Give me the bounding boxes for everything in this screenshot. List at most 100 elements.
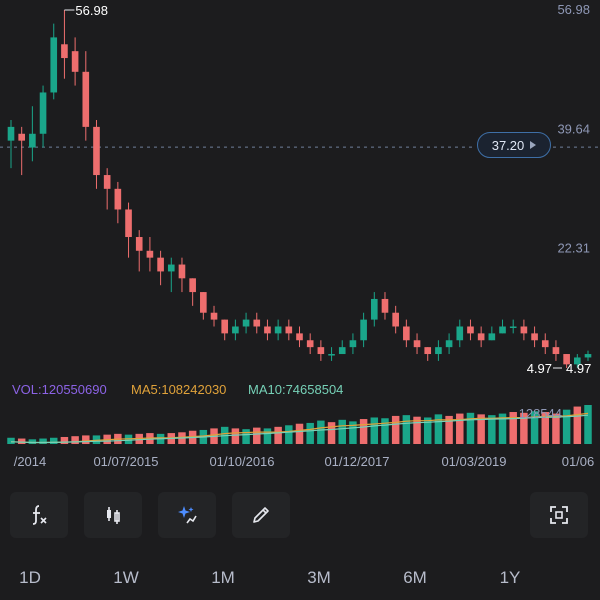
tab-1d[interactable]: 1D <box>19 568 41 587</box>
candle-body <box>167 264 175 272</box>
volume-bar <box>402 415 411 444</box>
tab-1w[interactable]: 1W <box>113 568 139 587</box>
candle-body <box>7 126 15 141</box>
vol-legend-ma5: MA5:108242030 <box>131 382 226 397</box>
volume-bar <box>477 414 485 444</box>
price-axis-label: 56.98 <box>557 2 590 17</box>
volume-bar <box>242 429 250 444</box>
volume-bar <box>28 439 37 444</box>
candle-body <box>221 319 229 334</box>
candle-body <box>520 326 528 334</box>
candle-body <box>125 209 132 238</box>
candle-body <box>61 44 68 59</box>
candle-body <box>178 264 186 279</box>
volume-bar <box>423 417 432 444</box>
volume-bar <box>391 415 400 444</box>
volume-bar <box>488 415 496 444</box>
candle-body <box>531 333 538 341</box>
volume-bar <box>573 406 582 444</box>
candle-body <box>424 347 432 355</box>
volume-axis-label: 128544 <box>519 406 562 421</box>
candle-body <box>232 326 239 334</box>
volume-bar <box>317 420 325 444</box>
candle-body <box>552 347 560 355</box>
candle-body <box>435 347 442 355</box>
candle-body <box>328 354 335 356</box>
volume-bar <box>71 436 79 444</box>
volume-bar <box>381 418 389 444</box>
candle-body <box>50 37 58 93</box>
candle-body <box>157 257 164 272</box>
candle-body <box>93 126 100 176</box>
candle-body <box>563 354 570 365</box>
candle-body <box>114 188 122 210</box>
ma10-line <box>10 414 589 444</box>
candle-body <box>274 326 282 334</box>
candle-body <box>381 298 389 313</box>
volume-bar <box>498 413 507 444</box>
stock-chart[interactable]: 56.98 39.64 22.31 56.98 4.97 4.97 VOL:12055069… <box>0 0 600 480</box>
candle-body <box>285 326 293 334</box>
candle-style-button[interactable] <box>84 492 142 538</box>
low-marker-label: 4.97 <box>527 361 552 376</box>
candle-body <box>317 347 325 355</box>
candle-body <box>360 319 367 341</box>
candle-body <box>306 340 314 348</box>
draw-icon <box>253 507 269 523</box>
candle-body <box>189 278 196 293</box>
candle-body <box>488 333 496 341</box>
volume-bar <box>562 409 571 444</box>
candle-body <box>103 175 111 189</box>
volume-bar <box>263 428 272 444</box>
price-axis-label: 22.31 <box>557 241 590 256</box>
candle-body <box>403 326 410 341</box>
volume-bar <box>253 427 261 444</box>
date-axis-label: 01/03/2019 <box>441 454 506 469</box>
tab-1y[interactable]: 1Y <box>499 568 521 587</box>
candle-body <box>392 312 399 327</box>
volume-bar <box>541 412 549 444</box>
volume-bar <box>509 412 517 444</box>
ai-assist-button[interactable] <box>158 492 216 538</box>
volume-bar <box>92 435 101 444</box>
volume-bar <box>413 416 421 444</box>
date-axis-label: 01/12/2017 <box>324 454 389 469</box>
current-price-value: 37.20 <box>491 137 525 153</box>
candle-body <box>349 340 357 348</box>
play-arrow-icon <box>530 141 537 149</box>
candle-body <box>135 237 143 251</box>
tab-1m[interactable]: 1M <box>211 568 235 587</box>
date-axis-label: /2014 <box>14 454 47 469</box>
volume-bar <box>349 421 357 444</box>
tab-6m[interactable]: 6M <box>403 568 427 587</box>
date-axis-label: 01/10/2016 <box>209 454 274 469</box>
volume-bar <box>530 411 539 444</box>
ma5-line <box>10 412 589 444</box>
volume-bar <box>327 422 336 444</box>
candle-body <box>18 133 25 141</box>
ai-sparkle-icon <box>178 506 197 524</box>
volume-bar <box>584 405 592 444</box>
candle-body <box>413 340 421 348</box>
fullscreen-button[interactable] <box>530 492 588 538</box>
current-price-tag[interactable]: 37.20 <box>477 132 551 158</box>
volume-bar <box>306 422 314 444</box>
candle-body <box>541 340 549 348</box>
candle-body <box>338 347 346 355</box>
candle-body <box>477 333 485 341</box>
candlestick-chart-svg[interactable]: 56.98 39.64 22.31 56.98 4.97 4.97 VOL:12055069… <box>0 0 600 480</box>
candle-body <box>370 298 378 320</box>
volume-bar <box>466 412 475 444</box>
draw-button[interactable] <box>232 492 290 538</box>
volume-bar <box>359 419 368 444</box>
candle-body <box>509 326 517 328</box>
volume-bar <box>370 417 379 444</box>
low-marker-label-right: 4.97 <box>566 361 591 376</box>
price-axis-label: 39.64 <box>557 121 590 136</box>
tab-3m[interactable]: 3M <box>307 568 331 587</box>
date-axis-label: 01/07/2015 <box>93 454 158 469</box>
indicators-button[interactable] <box>10 492 68 538</box>
fullscreen-icon <box>550 506 568 524</box>
volume-bar <box>7 437 15 444</box>
candle-body <box>39 92 47 134</box>
